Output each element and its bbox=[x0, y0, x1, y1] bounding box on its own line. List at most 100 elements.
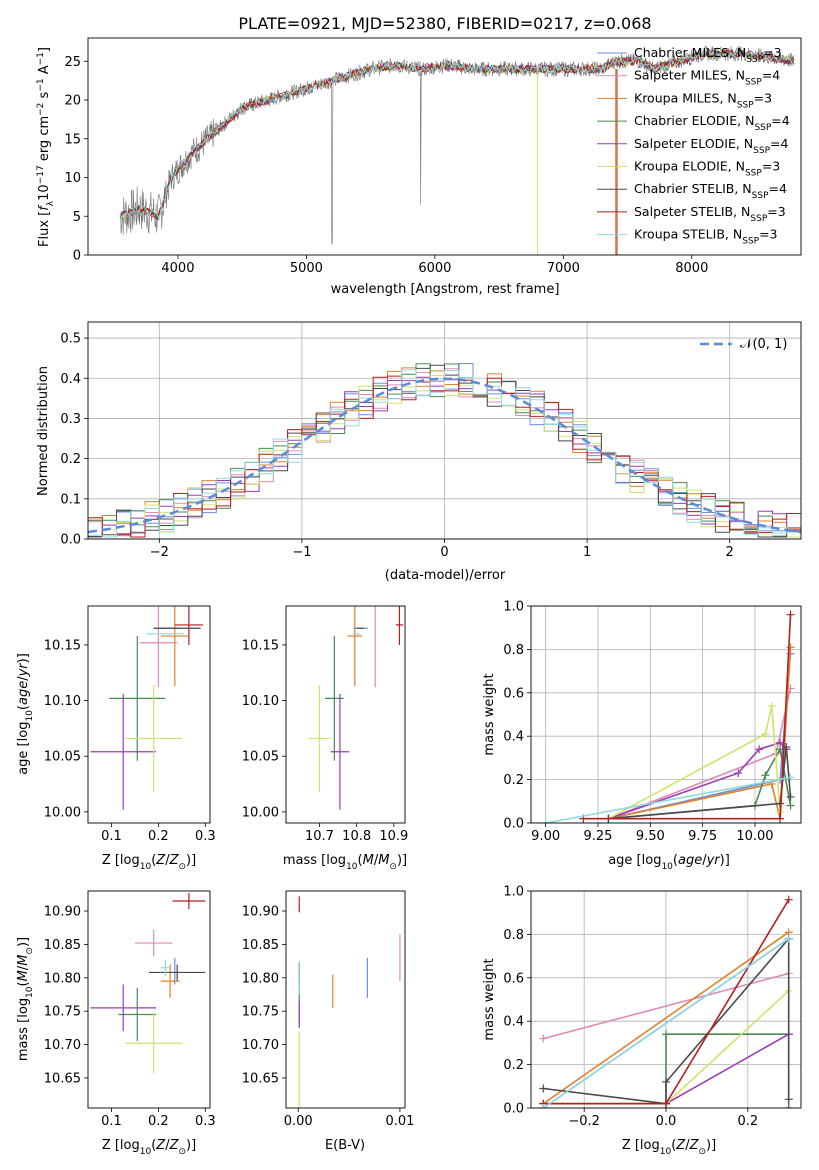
y-tick-label: 10.15 bbox=[242, 638, 279, 653]
x-tick-label: 9.50 bbox=[636, 829, 665, 844]
x-tick-label: 0.3 bbox=[195, 829, 216, 844]
x-tick-label: 0.2 bbox=[148, 1114, 169, 1129]
x-axis-label: age [log10(age/yr)] bbox=[608, 853, 730, 872]
x-tick-label: 9.00 bbox=[531, 829, 560, 844]
errorbar-point bbox=[109, 636, 166, 761]
x-tick-label: 0.00 bbox=[284, 1114, 313, 1129]
axes-frame bbox=[87, 37, 802, 256]
legend-label: Salpeter MILES, NSSP=4 bbox=[634, 68, 780, 88]
y-tick-label: 10.90 bbox=[44, 905, 81, 920]
mass-weight-marker bbox=[776, 738, 785, 747]
y-tick-label: 0.4 bbox=[60, 372, 81, 387]
legend-label: Salpeter STELIB, NSSP=3 bbox=[634, 204, 786, 224]
axes-age_vs_mass: 10.7 10.8 10.9 10.00 10.05 10.10 10.15 mass [lo… bbox=[242, 605, 408, 872]
axes-frame bbox=[285, 890, 406, 1109]
y-tick-label: 0.6 bbox=[503, 686, 524, 701]
errorbar-point bbox=[325, 636, 344, 761]
axes-age_vs_Z: 0.1 0.2 0.3 10.00 10.05 10.10 10.15 Z [log10(Z/… bbox=[16, 605, 216, 872]
x-tick-label: 0.3 bbox=[195, 1114, 216, 1129]
x-axis-label: E(B-V) bbox=[325, 1138, 365, 1153]
mass-weight-marker bbox=[662, 1077, 670, 1086]
legend-label: Kroupa MILES, NSSP=3 bbox=[634, 90, 772, 110]
mass-weight-marker bbox=[539, 1084, 548, 1093]
plot-area-mass_weight_vs_age bbox=[541, 610, 795, 823]
x-axis-label: wavelength [Angstrom, rest frame] bbox=[331, 282, 560, 297]
legend-label: 𝒩(0, 1) bbox=[740, 337, 787, 352]
x-tick-label: −1 bbox=[292, 545, 311, 560]
y-tick-label: 0.5 bbox=[60, 332, 81, 347]
mass-weight-marker bbox=[784, 1104, 793, 1108]
plot-area-age_vs_mass bbox=[308, 606, 404, 810]
x-axis-label: Z [log10(Z/Z⊙)] bbox=[622, 1138, 716, 1157]
mass-weight-marker bbox=[761, 730, 770, 739]
y-tick-label: 10.65 bbox=[44, 1071, 81, 1086]
mass-weight-marker bbox=[784, 895, 793, 904]
x-axis-label: (data-model)/error bbox=[385, 568, 506, 583]
mass-weight-marker bbox=[786, 792, 795, 801]
axes-mass_weight_vs_age: 9.00 9.25 9.50 9.75 10.00 0.0 0.2 0.4 0.6 0.8 1.0 m… bbox=[482, 600, 802, 872]
residual-histogram bbox=[88, 375, 801, 538]
x-tick-label: 0.1 bbox=[101, 829, 122, 844]
legend-label: Chabrier MILES, NSSP=3 bbox=[634, 45, 782, 65]
y-tick-label: 15 bbox=[64, 132, 81, 147]
axes-mass_vs_EBV: 0.00 0.01 10.65 10.70 10.75 10.80 10.85 10.90 E(… bbox=[242, 890, 414, 1153]
axes-frame bbox=[87, 890, 211, 1109]
y-tick-label: 0 bbox=[73, 249, 81, 264]
y-tick-label: 0.2 bbox=[60, 452, 81, 467]
plot-area-mass_weight_vs_Z bbox=[539, 895, 793, 1108]
y-tick-label: 10.70 bbox=[44, 1038, 81, 1053]
legend-label: Kroupa ELODIE, NSSP=3 bbox=[634, 159, 780, 179]
mass-weight-marker bbox=[784, 1095, 793, 1104]
y-tick-label: 25 bbox=[64, 55, 81, 70]
x-tick-label: 7000 bbox=[547, 261, 580, 276]
errorbar-point bbox=[160, 964, 180, 998]
y-tick-label: 10.80 bbox=[242, 971, 279, 986]
axes-mass_vs_Z: 0.1 0.2 0.3 10.65 10.70 10.75 10.80 10.85 10.90 Z… bbox=[16, 890, 216, 1157]
x-tick-label: 0 bbox=[440, 545, 448, 560]
y-tick-label: 10.00 bbox=[44, 805, 81, 820]
mass-weight-marker bbox=[662, 1099, 670, 1108]
mass-weight-line bbox=[608, 647, 792, 820]
legend-label: Kroupa STELIB, NSSP=3 bbox=[634, 227, 778, 247]
y-tick-label: 0.0 bbox=[60, 533, 81, 548]
y-tick-label: 0.3 bbox=[60, 412, 81, 427]
figure-title: PLATE=0921, MJD=52380, FIBERID=0217, z=0… bbox=[238, 14, 651, 33]
mass-weight-marker bbox=[786, 643, 795, 652]
axes-frame bbox=[87, 605, 211, 824]
y-tick-label: 1.0 bbox=[503, 885, 524, 900]
x-axis-label: Z [log10(Z/Z⊙)] bbox=[102, 853, 196, 872]
y-tick-label: 10.85 bbox=[44, 938, 81, 953]
errorbar-point bbox=[347, 606, 363, 687]
x-tick-label: 10.00 bbox=[736, 829, 773, 844]
y-tick-label: 20 bbox=[64, 94, 81, 109]
y-tick-label: 0.6 bbox=[503, 971, 524, 986]
y-tick-label: 10.80 bbox=[44, 971, 81, 986]
x-tick-label: 0.2 bbox=[148, 829, 169, 844]
mass-weight-line bbox=[608, 741, 787, 820]
plot-area-mass_vs_EBV bbox=[298, 896, 401, 1108]
x-tick-label: 0.0 bbox=[656, 1114, 677, 1129]
x-tick-label: 5000 bbox=[290, 261, 323, 276]
mass-weight-marker bbox=[786, 610, 795, 619]
errorbar-point bbox=[118, 987, 157, 1042]
x-tick-label: 10.8 bbox=[342, 829, 371, 844]
x-tick-label: 9.25 bbox=[584, 829, 613, 844]
y-axis-label: Normed distribution bbox=[36, 366, 51, 496]
mass-weight-marker bbox=[541, 819, 550, 823]
y-tick-label: 0.4 bbox=[503, 730, 524, 745]
y-axis-label: mass weight bbox=[482, 958, 497, 1040]
x-tick-label: 2 bbox=[726, 545, 734, 560]
x-tick-label: 6000 bbox=[418, 261, 451, 276]
errorbar-point bbox=[134, 929, 173, 957]
errorbar-point bbox=[174, 606, 203, 645]
model-spectrum-line bbox=[119, 48, 795, 219]
mass-weight-marker bbox=[786, 773, 795, 782]
mass-weight-marker bbox=[755, 745, 764, 754]
mass-weight-marker bbox=[539, 1034, 548, 1043]
x-tick-label: −2 bbox=[150, 545, 169, 560]
y-axis-label: age [log10(age/yr)] bbox=[16, 653, 35, 775]
normal-reference-curve bbox=[88, 377, 801, 534]
errorbar-point bbox=[90, 693, 157, 810]
errorbar-point bbox=[90, 984, 157, 1032]
mass-weight-line bbox=[542, 938, 790, 1108]
